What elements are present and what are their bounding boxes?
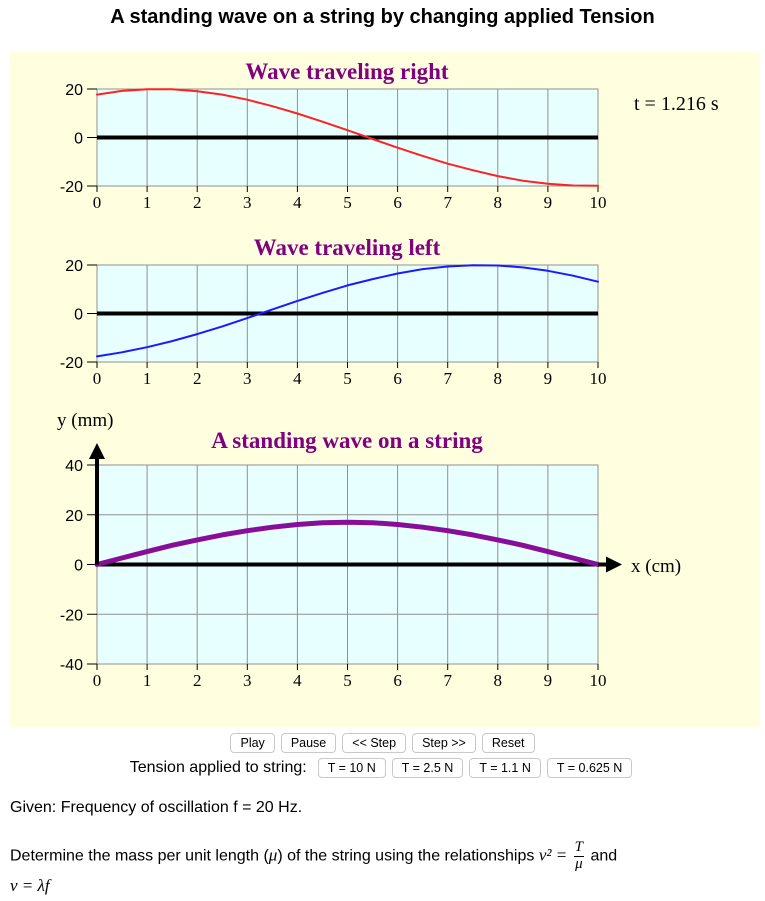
y-tick-label: 0 — [74, 558, 83, 575]
tension-1-1n-button[interactable]: T = 1.1 N — [469, 758, 541, 778]
tension-2-5n-button[interactable]: T = 2.5 N — [391, 758, 464, 778]
time-readout: t = 1.216 s — [634, 93, 719, 115]
x-tick-label: 2 — [193, 369, 202, 388]
step-forward-button[interactable]: Step >> — [412, 733, 476, 753]
x-tick-label: 4 — [293, 671, 302, 690]
x-tick-label: 2 — [193, 193, 202, 212]
tension-label: Tension applied to string: — [129, 759, 307, 776]
x-tick-label: 5 — [343, 671, 352, 690]
y-axis-label: y (mm) — [57, 410, 113, 431]
y-tick-label: -40 — [60, 657, 83, 674]
y-tick-label: 20 — [65, 258, 83, 275]
x-tick-label: 3 — [243, 671, 252, 690]
x-tick-label: 4 — [293, 193, 302, 212]
x-tick-label: 0 — [93, 671, 102, 690]
y-tick-label: 20 — [65, 508, 83, 525]
mu-symbol: μ — [268, 845, 278, 865]
x-tick-label: 0 — [93, 193, 102, 212]
equation-v-squared: v² = — [538, 845, 568, 865]
question-prefix: Determine the mass per unit length ( — [10, 847, 269, 865]
standing-wave-title: A standing wave on a string — [211, 428, 483, 453]
y-tick-label: 40 — [65, 458, 83, 475]
left-wave-curve — [96, 264, 599, 358]
x-tick-label: 5 — [343, 369, 352, 388]
x-tick-label: 6 — [393, 369, 402, 388]
x-tick-label: 3 — [243, 369, 252, 388]
x-tick-label: 1 — [143, 369, 152, 388]
x-tick-label: 0 — [93, 369, 102, 388]
x-axis-label: x (cm) — [631, 556, 681, 577]
x-tick-label: 8 — [494, 193, 503, 212]
x-tick-label: 9 — [544, 671, 553, 690]
x-tick-label: 1 — [143, 193, 152, 212]
reset-button[interactable]: Reset — [481, 733, 535, 753]
x-tick-label: 8 — [494, 369, 503, 388]
right-wave-curve — [96, 88, 599, 187]
y-tick-label: -20 — [60, 607, 83, 624]
playback-controls: Play Pause << Step Step >> Reset — [0, 733, 765, 753]
x-tick-label: 10 — [590, 193, 607, 212]
y-tick-label: 0 — [74, 307, 83, 324]
right-wave-plot: 0 1 2 3 4 5 6 7 8 9 10 20 0 -20 Wave traveling right — [60, 59, 607, 212]
y-tick-label: 0 — [74, 131, 83, 148]
x-tick-label: 9 — [544, 193, 553, 212]
standing-wave-curve — [94, 519, 601, 567]
given-text: Given: Frequency of oscillation f = 20 H… — [10, 799, 303, 816]
x-tick-label: 3 — [243, 193, 252, 212]
x-tick-label: 2 — [193, 671, 202, 690]
x-tick-label: 6 — [393, 193, 402, 212]
x-tick-label: 5 — [343, 193, 352, 212]
x-tick-label: 7 — [443, 193, 452, 212]
tension-controls: Tension applied to string: T = 10 N T = … — [0, 758, 765, 778]
x-tick-label: 7 — [443, 671, 452, 690]
play-button[interactable]: Play — [230, 733, 275, 753]
and-text: and — [590, 847, 618, 865]
x-tick-label: 7 — [443, 369, 452, 388]
y-tick-label: -20 — [60, 355, 83, 372]
question-middle: ) of the string using the relationships — [277, 847, 535, 865]
pause-button[interactable]: Pause — [280, 733, 337, 753]
standing-wave-plot: 0 1 2 3 4 5 6 7 8 9 10 40 20 0 -20 -40 A standing wave o… — [60, 428, 622, 690]
fraction-denominator: μ — [575, 855, 583, 872]
x-tick-label: 9 — [544, 369, 553, 388]
x-tick-label: 10 — [590, 671, 607, 690]
tension-10n-button[interactable]: T = 10 N — [317, 758, 386, 778]
x-axis-arrowhead — [606, 556, 622, 573]
page-title: A standing wave on a string by changing … — [110, 6, 655, 28]
left-wave-title: Wave traveling left — [254, 235, 441, 260]
y-axis-arrowhead — [89, 443, 105, 459]
simulation-panel: 0 1 2 3 4 5 6 7 8 9 10 20 0 -20 Wave traveling right 0 1… — [10, 52, 760, 727]
y-tick-label: 20 — [65, 82, 83, 99]
fraction-numerator: T — [573, 839, 584, 857]
right-wave-title: Wave traveling right — [245, 59, 448, 84]
tension-0-625n-button[interactable]: T = 0.625 N — [546, 758, 633, 778]
x-tick-label: 6 — [393, 671, 402, 690]
step-back-button[interactable]: << Step — [342, 733, 407, 753]
question-text: Determine the mass per unit length (μ) o… — [10, 839, 755, 899]
left-wave-plot: 0 1 2 3 4 5 6 7 8 9 10 20 0 -20 Wave traveling left — [60, 235, 607, 388]
x-tick-label: 4 — [293, 369, 302, 388]
y-tick-label: -20 — [60, 179, 83, 196]
x-tick-label: 1 — [143, 671, 152, 690]
x-tick-label: 8 — [494, 671, 503, 690]
equation-wave-speed: v = λf — [10, 875, 50, 895]
x-tick-label: 10 — [590, 369, 607, 388]
